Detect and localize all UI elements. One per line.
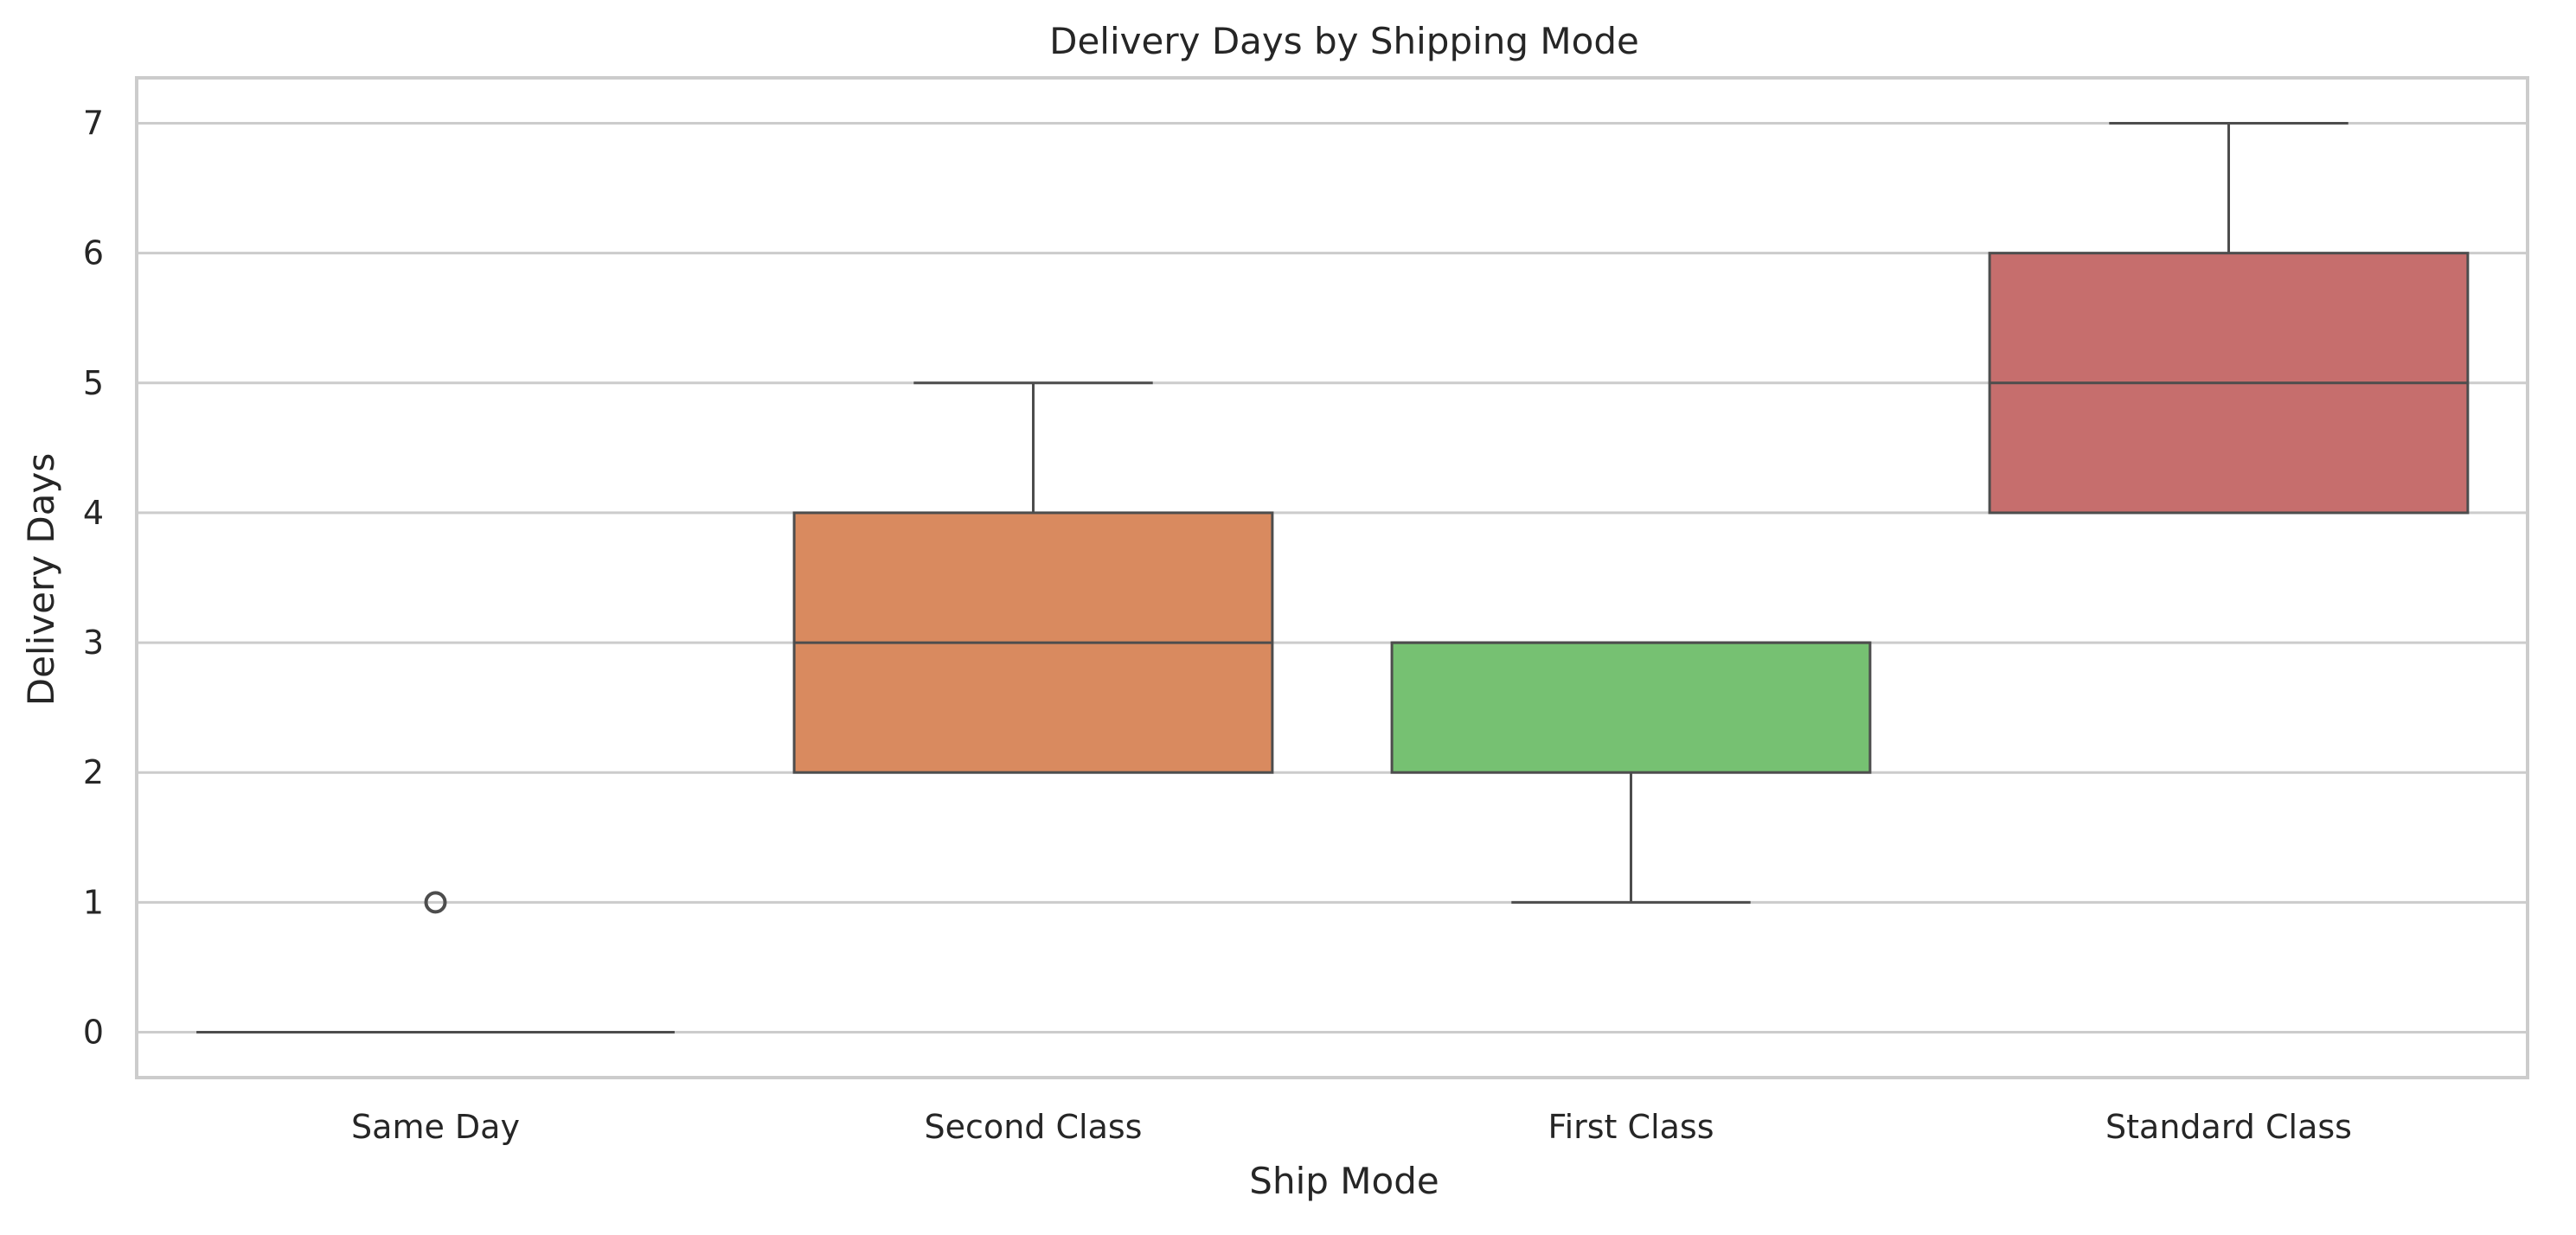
y-tick-label: 4: [83, 494, 104, 532]
box-group: [196, 891, 675, 1033]
box-group: [1390, 641, 1872, 904]
x-tick-label: Same Day: [351, 1108, 520, 1146]
y-tick-label: 6: [83, 234, 104, 272]
x-axis-label: Ship Mode: [1249, 1160, 1439, 1202]
grid-layer: [137, 122, 2528, 1033]
chart-title: Delivery Days by Shipping Mode: [1049, 20, 1639, 62]
x-tick-label: First Class: [1548, 1108, 1714, 1146]
y-tick-label: 2: [83, 753, 104, 791]
y-tick-label: 7: [83, 105, 104, 143]
y-tick-label: 3: [83, 624, 104, 662]
tick-layer: 0 1 2 3 4 5 6 7 Same Day Second Class First Class S…: [83, 105, 2352, 1146]
x-tick-label: Second Class: [925, 1108, 1143, 1146]
box-group: [1988, 122, 2470, 515]
y-tick-label: 0: [83, 1013, 104, 1051]
outlier-point: [424, 891, 447, 914]
y-axis-label: Delivery Days: [20, 453, 62, 707]
y-tick-label: 5: [83, 364, 104, 402]
box-group: [792, 381, 1274, 774]
plot-frame: [135, 76, 2529, 1079]
y-tick-label: 1: [83, 883, 104, 921]
box-iqr: [1390, 641, 1872, 774]
box-layer: [196, 122, 2470, 1033]
x-tick-label: Standard Class: [2105, 1108, 2352, 1146]
